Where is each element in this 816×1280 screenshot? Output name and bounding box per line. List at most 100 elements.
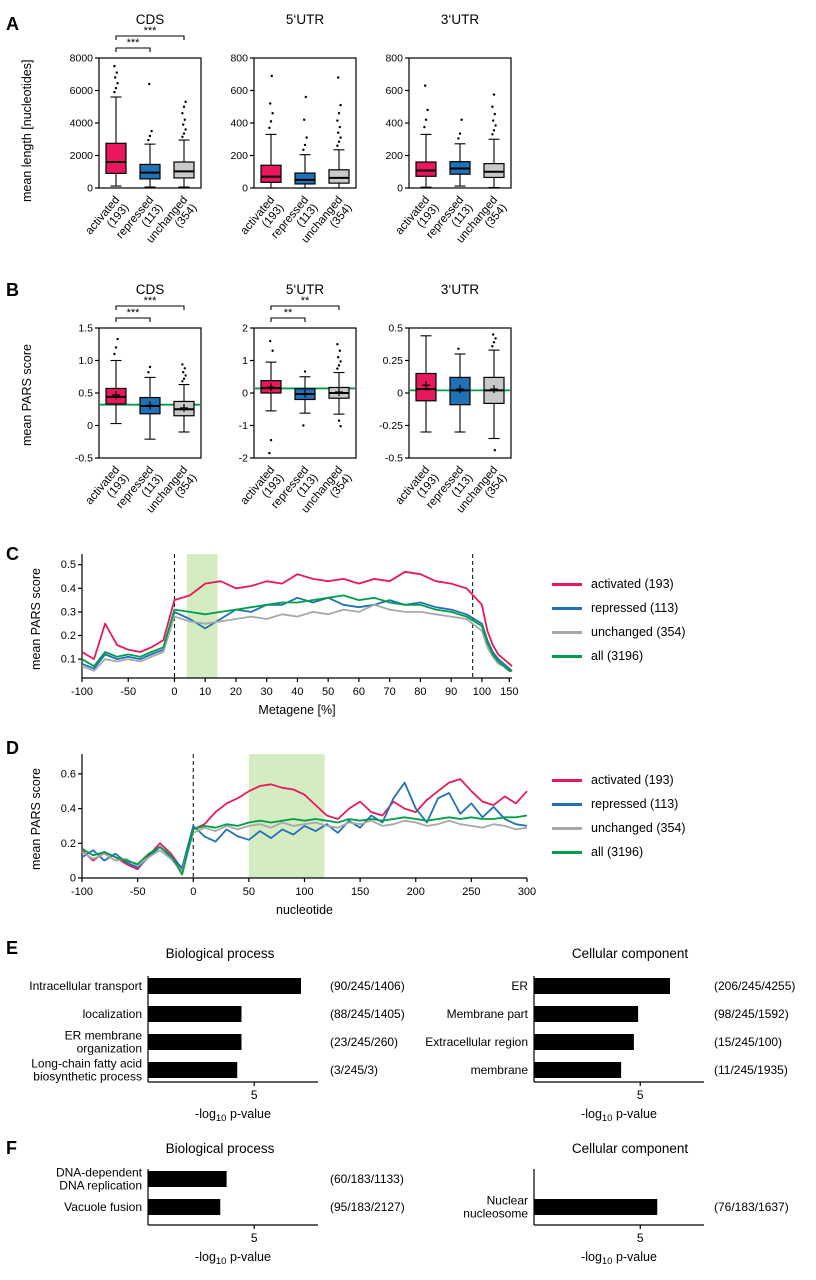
- svg-text:30: 30: [261, 686, 273, 698]
- svg-text:(95/183/2127): (95/183/2127): [330, 1200, 405, 1214]
- panel-d-label: D: [6, 738, 19, 758]
- svg-text:-50: -50: [130, 886, 146, 898]
- svg-text:0.25: 0.25: [383, 355, 404, 367]
- legend-item: activated (193): [552, 576, 686, 592]
- svg-text:0.5: 0.5: [61, 559, 76, 571]
- svg-text:nucleotide: nucleotide: [276, 903, 333, 917]
- panel-c-label: C: [6, 544, 19, 564]
- legend-item: all (3196): [552, 648, 686, 664]
- svg-text:1.5: 1.5: [78, 323, 93, 335]
- panel-f-label: F: [6, 1138, 17, 1158]
- svg-text:250: 250: [462, 886, 480, 898]
- svg-text:-log10 p-value: -log10 p-value: [581, 1250, 657, 1267]
- svg-text:5: 5: [251, 1231, 258, 1245]
- svg-text:2: 2: [242, 323, 248, 335]
- svg-text:0.3: 0.3: [61, 606, 76, 618]
- svg-text:0.4: 0.4: [61, 803, 76, 815]
- legend-line-swatch: [552, 582, 582, 586]
- svg-text:-50: -50: [120, 686, 136, 698]
- panel-e-cc-title: Cellular component: [571, 946, 689, 961]
- svg-text:-log10 p-value: -log10 p-value: [195, 1107, 271, 1124]
- svg-text:600: 600: [230, 85, 248, 97]
- boxplot-b-3utr: 3‘UTR-0.5-0.2500.250.5activated(193)repr…: [379, 282, 512, 516]
- legend-item: unchanged (354): [552, 820, 686, 836]
- svg-text:Extracellular region: Extracellular region: [425, 1035, 528, 1049]
- svg-text:localization: localization: [83, 1007, 142, 1021]
- svg-text:(98/245/1592): (98/245/1592): [714, 1007, 789, 1021]
- boxplot-a-3utr: 3‘UTR0200400600800activated(193)represse…: [385, 12, 512, 246]
- svg-text:80: 80: [414, 686, 426, 698]
- panel-f-cc-title: Cellular component: [571, 1141, 689, 1156]
- svg-text:1: 1: [242, 355, 248, 367]
- svg-text:***: ***: [144, 295, 158, 307]
- svg-text:-log10 p-value: -log10 p-value: [195, 1250, 271, 1267]
- svg-text:0: 0: [242, 388, 248, 400]
- panel-b-ylabel: mean PARS score: [20, 344, 34, 446]
- svg-text:2000: 2000: [70, 150, 94, 162]
- legend-label: unchanged (354): [591, 821, 686, 835]
- svg-text:60: 60: [353, 686, 365, 698]
- svg-text:(15/245/100): (15/245/100): [714, 1035, 782, 1049]
- go-bars-e-biological-process: Intracellular transport (90/245/1406) loca…: [29, 976, 405, 1124]
- panel-e-label: E: [6, 938, 19, 958]
- svg-text:0: 0: [242, 183, 248, 195]
- svg-text:3‘UTR: 3‘UTR: [441, 282, 480, 297]
- svg-text:5‘UTR: 5‘UTR: [286, 12, 325, 27]
- svg-text:CDS: CDS: [136, 282, 165, 297]
- legend-label: unchanged (354): [591, 625, 686, 639]
- legend-label: all (3196): [591, 649, 644, 663]
- nucleotide-line-chart: 0 0.2 0.4 0.6 -100 -50 0 50 100 150 200 250 300 nucle…: [29, 754, 536, 917]
- svg-text:5: 5: [251, 1088, 258, 1102]
- svg-text:10: 10: [199, 686, 211, 698]
- svg-text:(60/183/1133): (60/183/1133): [330, 1172, 404, 1186]
- svg-text:-0.5: -0.5: [385, 453, 403, 465]
- svg-text:800: 800: [385, 53, 403, 65]
- legend-label: repressed (113): [591, 797, 679, 811]
- legend-item: all (3196): [552, 844, 686, 860]
- go-bars-f-biological-process: DNA-dependent DNA replication (60/183/1133…: [56, 1166, 405, 1268]
- svg-text:200: 200: [407, 886, 425, 898]
- svg-text:-0.25: -0.25: [379, 420, 403, 432]
- svg-text:400: 400: [230, 118, 248, 130]
- svg-text:membrane: membrane: [471, 1063, 529, 1077]
- svg-text:0.6: 0.6: [61, 768, 76, 780]
- svg-text:Membrane part: Membrane part: [447, 1007, 529, 1021]
- boxplot-a-5utr: 5‘UTR0200400600800activated(193)represse…: [230, 12, 357, 246]
- svg-text:0: 0: [87, 183, 93, 195]
- legend-line-swatch: [552, 802, 582, 806]
- legend-label: repressed (113): [591, 601, 679, 615]
- svg-text:Intracellular transport: Intracellular transport: [29, 979, 142, 993]
- boxplot-b-cds: CDS-0.500.51.01.5activated(193)repressed…: [75, 282, 202, 516]
- svg-text:90: 90: [445, 686, 457, 698]
- svg-text:mean PARS score: mean PARS score: [29, 768, 43, 870]
- svg-text:100: 100: [295, 886, 313, 898]
- legend-label: activated (193): [591, 577, 674, 591]
- svg-text:150: 150: [351, 886, 369, 898]
- legend-line-swatch: [552, 826, 582, 830]
- svg-text:(23/245/260): (23/245/260): [330, 1035, 398, 1049]
- svg-text:70: 70: [384, 686, 396, 698]
- svg-text:**: **: [284, 307, 293, 319]
- svg-text:0: 0: [171, 686, 177, 698]
- legend-line-swatch: [552, 606, 582, 610]
- legend-item: unchanged (354): [552, 624, 686, 640]
- svg-text:1.0: 1.0: [78, 355, 93, 367]
- svg-text:150: 150: [500, 686, 518, 698]
- svg-text:0: 0: [397, 388, 403, 400]
- svg-text:400: 400: [385, 118, 403, 130]
- svg-text:(11/245/1935): (11/245/1935): [714, 1063, 788, 1077]
- svg-text:100: 100: [473, 686, 491, 698]
- svg-text:Vacuole fusion: Vacuole fusion: [64, 1200, 142, 1214]
- svg-text:0: 0: [190, 886, 196, 898]
- svg-text:CDS: CDS: [136, 12, 165, 27]
- panel-e-bp-title: Biological process: [165, 946, 275, 961]
- legend-line-swatch: [552, 778, 582, 782]
- svg-text:50: 50: [322, 686, 334, 698]
- svg-text:5‘UTR: 5‘UTR: [286, 282, 325, 297]
- panel-a-ylabel: mean length [nucleotides]: [20, 59, 34, 202]
- svg-text:0.2: 0.2: [61, 838, 76, 850]
- svg-text:(206/245/4255): (206/245/4255): [714, 979, 795, 993]
